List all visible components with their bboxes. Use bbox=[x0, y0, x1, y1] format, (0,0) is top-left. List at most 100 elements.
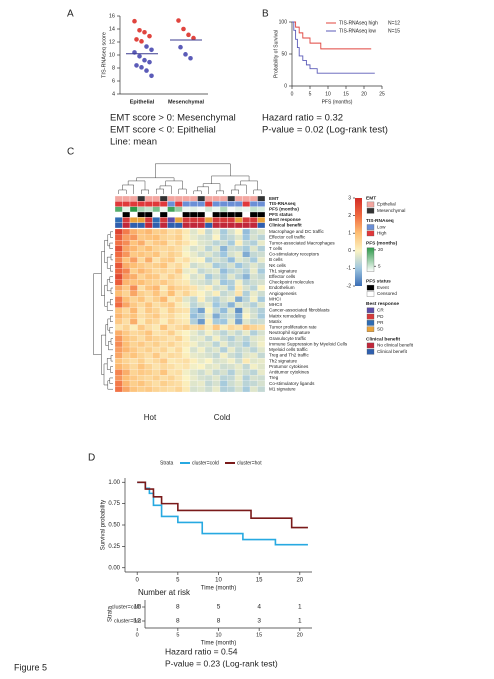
heatmap-cell bbox=[122, 279, 131, 286]
heatmap-cell bbox=[122, 375, 131, 381]
group-label: Cold bbox=[214, 413, 230, 422]
row-label: Th2 signature bbox=[269, 358, 298, 363]
heatmap-cell bbox=[227, 290, 236, 297]
legend-swatch bbox=[366, 230, 375, 237]
y-axis-label: Survival probability bbox=[101, 500, 107, 550]
heatmap-cell bbox=[212, 313, 221, 320]
heatmap-cell bbox=[129, 257, 138, 263]
heatmap-cell bbox=[144, 352, 153, 359]
heatmap-cell bbox=[114, 285, 123, 291]
legend-label: No clinical benefit bbox=[377, 343, 414, 348]
heatmap-cell bbox=[197, 386, 206, 393]
dendrogram bbox=[104, 284, 108, 307]
annotation-cell bbox=[144, 222, 153, 229]
y-tick-label: 10 bbox=[109, 52, 115, 58]
y-tick-label: 14 bbox=[109, 26, 115, 32]
heatmap-cell bbox=[159, 240, 168, 246]
dendrogram bbox=[109, 327, 113, 334]
legend-label: Low bbox=[377, 224, 386, 229]
data-point bbox=[144, 68, 149, 73]
annotation-cell bbox=[129, 217, 138, 223]
dendrogram bbox=[110, 366, 113, 373]
heatmap-cell bbox=[219, 330, 228, 336]
y-tick-label: 50 bbox=[281, 51, 287, 57]
annotation-cell bbox=[122, 201, 131, 207]
heatmap-cell bbox=[159, 262, 168, 269]
heatmap-cell bbox=[137, 273, 146, 280]
heatmap-cell bbox=[159, 228, 168, 235]
annotation-cell bbox=[204, 195, 213, 202]
legend-label: cluster=hot bbox=[237, 460, 262, 466]
heatmap-cell bbox=[257, 290, 266, 297]
annotation-cell bbox=[122, 217, 131, 223]
heatmap-cell bbox=[114, 346, 123, 353]
row-label: MHCII bbox=[269, 302, 282, 307]
dendrogram bbox=[193, 190, 202, 194]
row-label: B cells bbox=[269, 257, 283, 262]
annotation-cell bbox=[114, 206, 123, 213]
legend-label: High bbox=[377, 231, 387, 236]
heatmap-cell bbox=[159, 380, 168, 387]
row-label: Tumor proliferation rate bbox=[269, 325, 317, 330]
heatmap-cell bbox=[189, 257, 198, 263]
heatmap-cell bbox=[234, 290, 243, 297]
annotation-cell bbox=[204, 222, 213, 229]
heatmap-cell bbox=[174, 386, 183, 393]
heatmap-cell bbox=[114, 324, 123, 331]
row-label: Myeloid cells traffic bbox=[269, 347, 308, 352]
heatmap-cell bbox=[242, 296, 251, 303]
heatmap-cell bbox=[227, 346, 236, 353]
annotation-cell bbox=[189, 206, 198, 213]
heatmap-cell bbox=[174, 313, 183, 320]
heatmap-cell bbox=[129, 245, 138, 252]
row-label: Checkpoint molecules bbox=[269, 280, 315, 285]
annotation-cell bbox=[137, 222, 146, 229]
heatmap-cell bbox=[114, 352, 123, 359]
heatmap-cell bbox=[114, 240, 123, 246]
legend-label: Mesenchymal bbox=[377, 208, 405, 213]
x-tick-label: 0 bbox=[136, 578, 140, 584]
annotation-cell bbox=[189, 217, 198, 223]
annotation-cell bbox=[227, 217, 236, 223]
heatmap-cell bbox=[242, 341, 251, 348]
heatmap-cell bbox=[182, 313, 191, 320]
row-label: Th1 signature bbox=[269, 268, 298, 273]
heatmap-cell bbox=[257, 341, 266, 348]
heatmap-cell bbox=[152, 386, 161, 393]
row-label: Effector cell traffic bbox=[269, 235, 306, 240]
heatmap-cell bbox=[167, 262, 176, 269]
heatmap-cell bbox=[137, 363, 146, 370]
heatmap-cell bbox=[182, 324, 191, 331]
heatmap-cell bbox=[204, 251, 213, 258]
legend-label: CR bbox=[377, 308, 384, 313]
dendrogram bbox=[155, 163, 231, 178]
heatmap-cell bbox=[152, 313, 161, 320]
heatmap-cell bbox=[234, 240, 243, 246]
legend-tick-label: 5 bbox=[378, 263, 381, 268]
heatmap-cell bbox=[174, 290, 183, 297]
heatmap-cell bbox=[257, 228, 266, 235]
annotation-cell bbox=[159, 206, 168, 213]
heatmap-cell bbox=[144, 285, 153, 291]
heatmap-cell bbox=[182, 358, 191, 364]
heatmap-cell bbox=[182, 318, 191, 325]
heatmap-cell bbox=[129, 228, 138, 235]
legend-label: PD bbox=[377, 314, 384, 319]
annotation-cell bbox=[174, 195, 183, 202]
heatmap-cell bbox=[167, 285, 176, 291]
heatmap-cell bbox=[212, 346, 221, 353]
heatmap-cell bbox=[242, 240, 251, 246]
heatmap-cell bbox=[114, 369, 123, 376]
annotation-cell bbox=[144, 206, 153, 213]
heatmap-cell bbox=[257, 245, 266, 252]
legend-title: Best response bbox=[366, 301, 399, 307]
annotation-cell bbox=[152, 195, 161, 202]
annotation-cell bbox=[122, 206, 131, 213]
heatmap-cell bbox=[114, 358, 123, 364]
heatmap-cell bbox=[137, 285, 146, 291]
heatmap-cell bbox=[167, 346, 176, 353]
annotation-cell bbox=[227, 211, 236, 218]
heatmap-cell bbox=[129, 380, 138, 387]
heatmap-cell bbox=[219, 341, 228, 348]
legend-label: PR bbox=[377, 320, 384, 325]
